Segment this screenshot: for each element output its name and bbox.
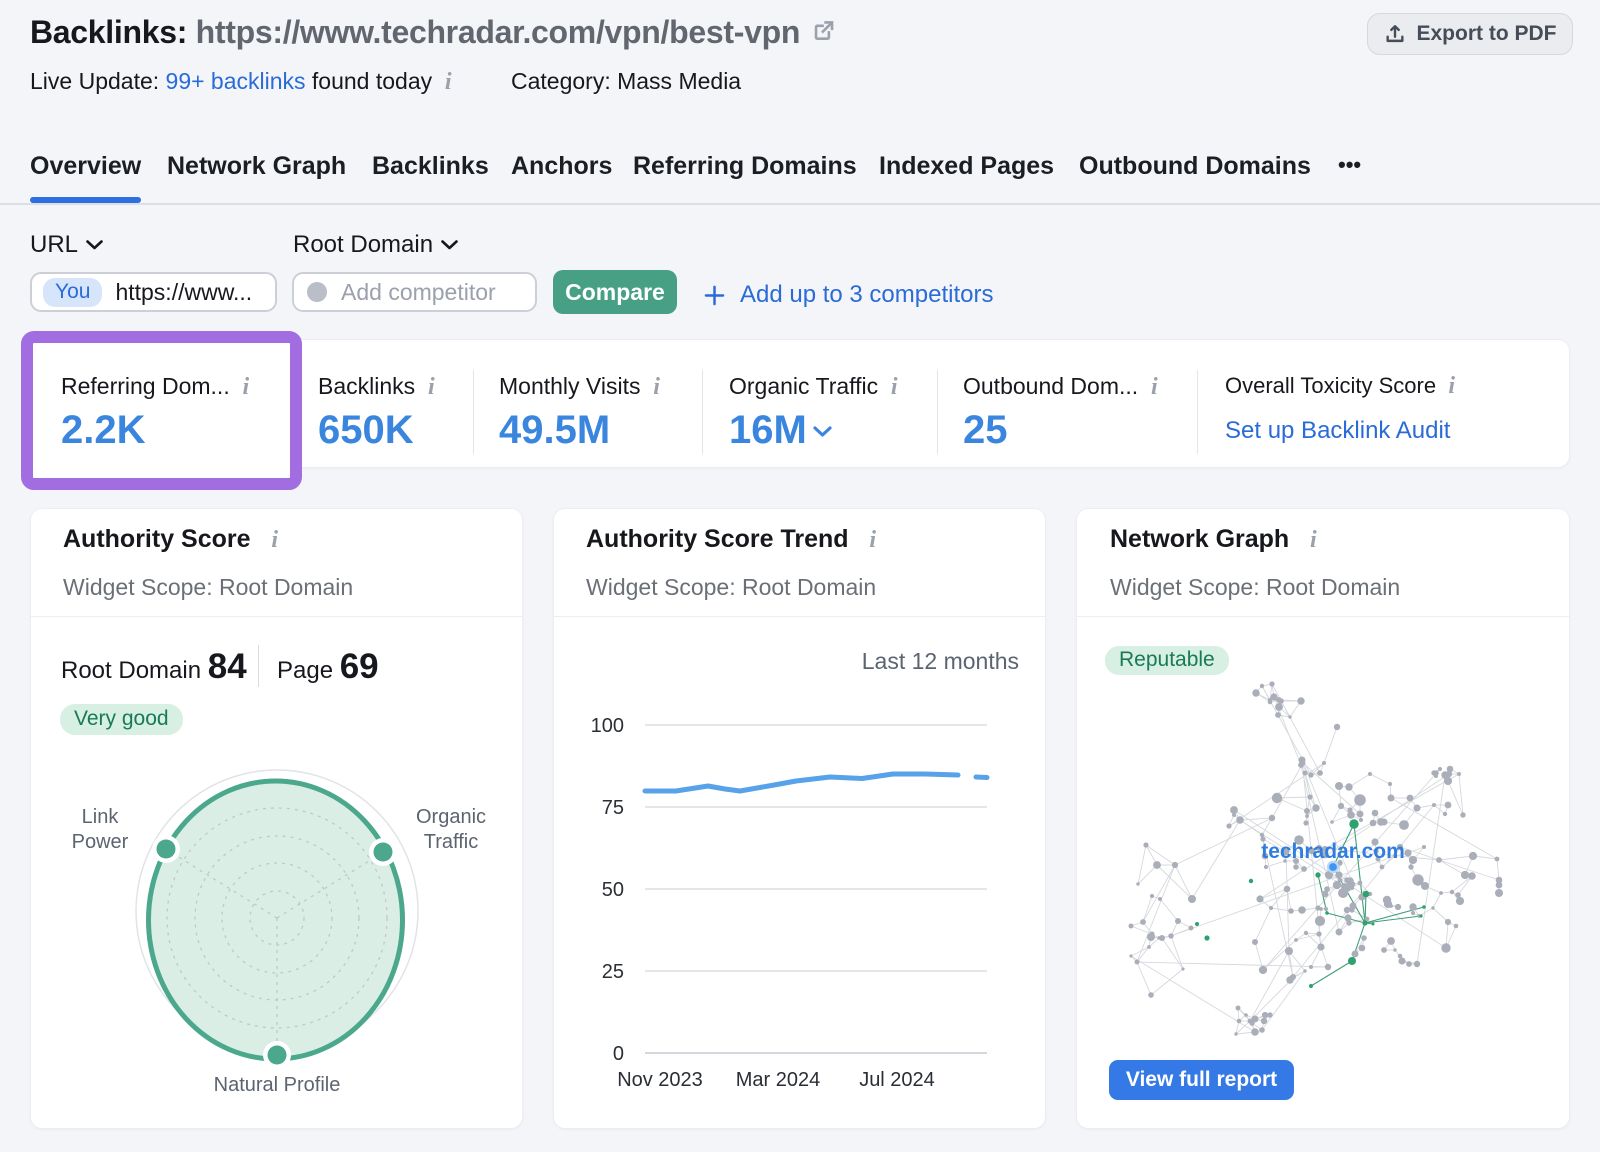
svg-text:Nov 2023: Nov 2023	[617, 1069, 703, 1091]
svg-text:50: 50	[602, 879, 624, 901]
svg-text:75: 75	[602, 797, 624, 819]
svg-text:0: 0	[613, 1043, 624, 1065]
svg-text:25: 25	[602, 961, 624, 983]
svg-text:Mar 2024: Mar 2024	[736, 1069, 821, 1091]
svg-text:100: 100	[591, 715, 624, 737]
svg-text:Jul 2024: Jul 2024	[859, 1069, 935, 1091]
